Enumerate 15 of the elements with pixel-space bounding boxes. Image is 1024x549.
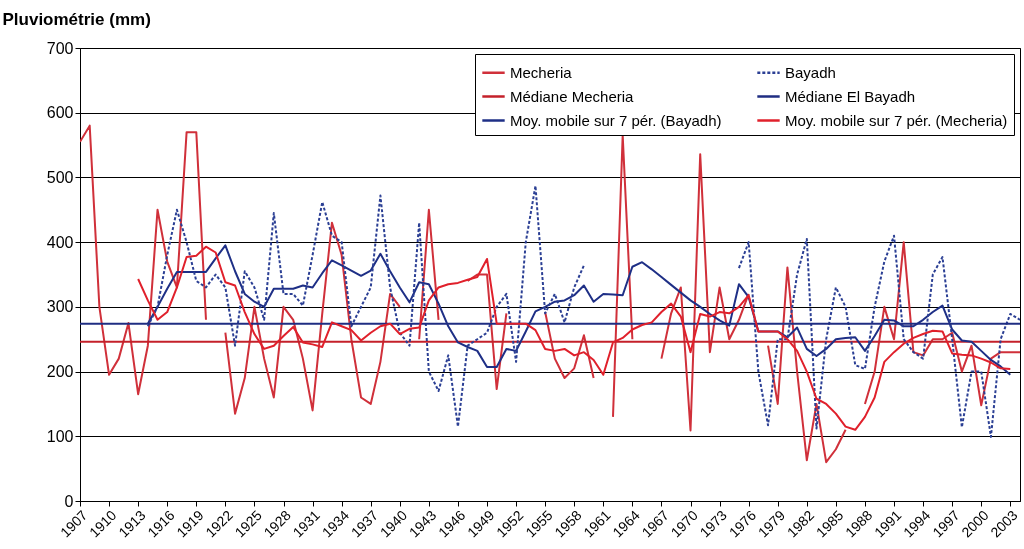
legend-label: Mecheria: [510, 63, 573, 81]
y-tick-label: 600: [46, 104, 74, 122]
legend-label: Moy. mobile sur 7 pér. (Bayadh): [510, 111, 722, 129]
legend-label: Médiane El Bayadh: [785, 87, 916, 105]
y-tick-label: 0: [64, 492, 74, 510]
legend-label: Bayadh: [785, 63, 836, 81]
y-tick-label: 200: [46, 363, 74, 381]
legend-label: Moy. mobile sur 7 pér. (Mecheria): [785, 111, 1008, 129]
y-tick-label: 100: [46, 427, 74, 445]
y-tick-label: 400: [46, 233, 74, 251]
legend-label: Médiane Mecheria: [510, 87, 635, 105]
y-axis-title: Pluviométrie (mm): [2, 9, 151, 29]
y-tick-label: 300: [46, 298, 74, 316]
y-tick-label: 500: [46, 168, 74, 186]
y-tick-label: 700: [46, 39, 74, 57]
